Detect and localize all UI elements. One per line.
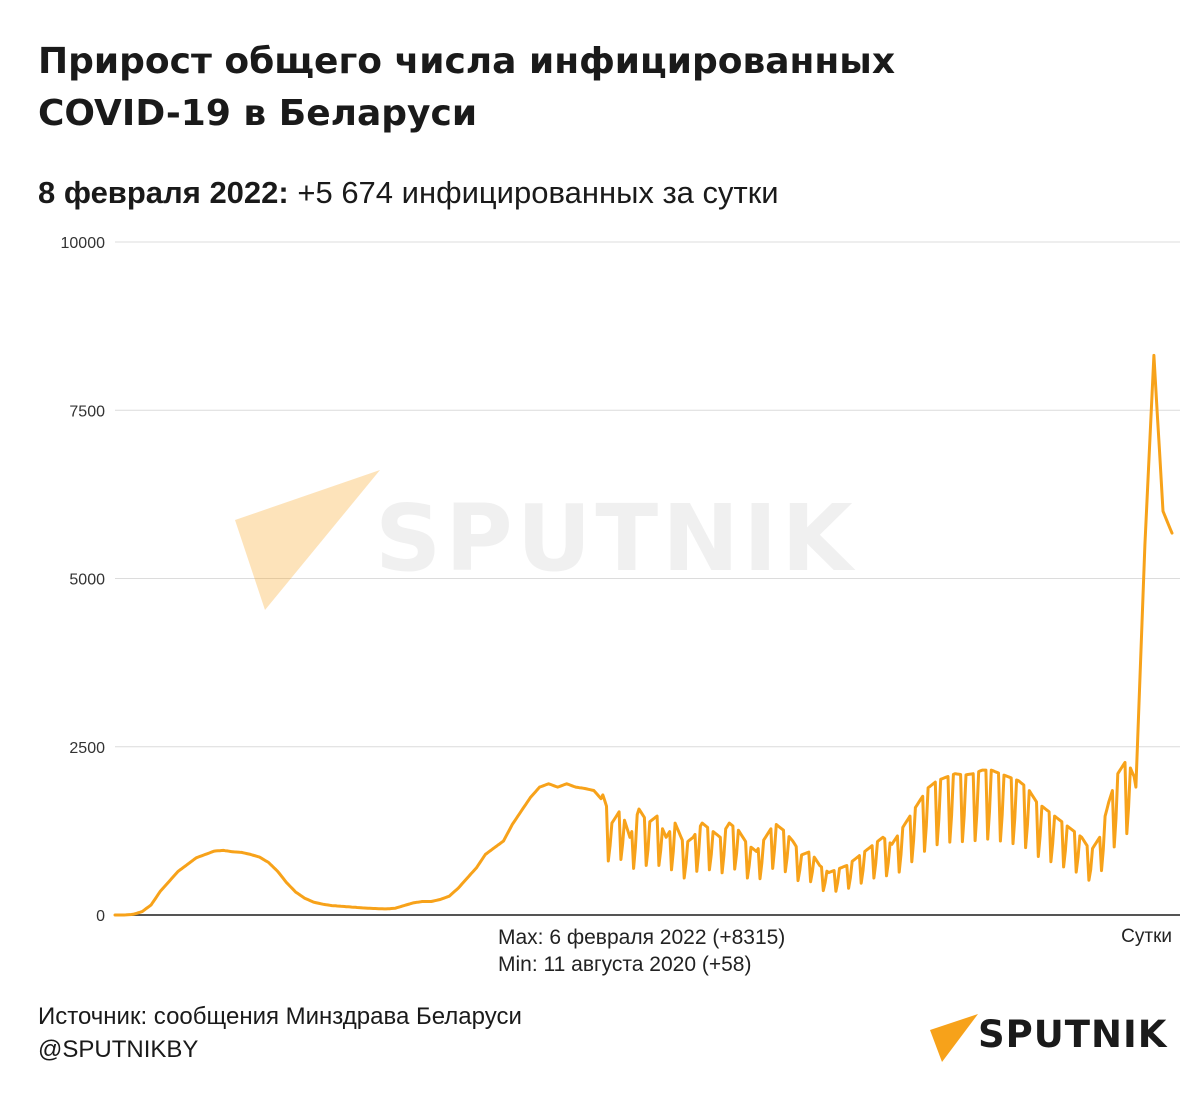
x-axis-label: Сутки [1121,926,1172,947]
subtitle-date: 8 февраля 2022: [38,175,289,210]
y-tick-label: 10000 [61,235,106,252]
annotation-min: Min: 11 августа 2020 (+58) [498,953,751,976]
y-tick-label: 2500 [69,740,105,757]
subtitle-value: +5 674 инфицированных за сутки [297,175,779,210]
source-text: Источник: сообщения Минздрава Беларуси [38,1003,522,1030]
chart-title: Прирост общего числа инфицированных COVI… [38,41,896,134]
chart-grid [115,241,1180,748]
y-tick-label: 0 [96,908,105,925]
annotation-max: Max: 6 февраля 2022 (+8315) [498,926,785,949]
y-tick-label: 5000 [69,572,105,589]
y-tick-label: 7500 [69,403,105,420]
y-tick-labels: 0 2500 5000 7500 10000 [61,235,106,925]
social-handle: @SPUTNIKBY [38,1036,199,1063]
series-line [113,353,1174,917]
logo-text: SPUTNIK [978,1013,1168,1056]
chart-subtitle: 8 февраля 2022: +5 674 инфицированных за… [38,175,779,211]
sputnik-logo: SPUTNIK [928,1010,1178,1065]
line-chart: 0 2500 5000 7500 10000 Сутки Max: 6 февраля … [61,235,1180,976]
sputnik-arrow-icon [930,1014,978,1062]
